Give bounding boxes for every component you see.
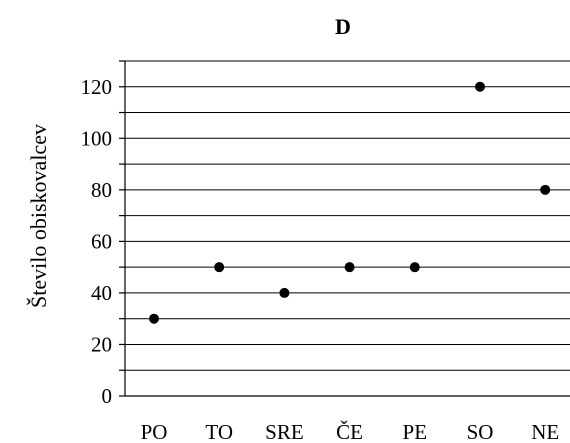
data-point-SO — [475, 81, 485, 92]
axis-layer — [119, 60, 570, 397]
y-tick-label: 80 — [91, 178, 112, 202]
y-tick-labels: 0 20 40 60 80 100 120 — [81, 75, 113, 408]
x-tick-label: SRE — [265, 420, 304, 443]
grid-layer — [125, 60, 570, 371]
x-tick-label: TO — [205, 420, 233, 443]
x-tick-label: NE — [531, 420, 559, 443]
y-axis-label: Število obiskovalcev — [26, 124, 51, 308]
y-tick-label: 120 — [81, 75, 113, 99]
data-point-ČE — [344, 262, 355, 273]
data-point-PE — [409, 262, 420, 273]
y-tick-label: 100 — [81, 126, 113, 150]
data-point-SRE — [279, 287, 290, 298]
x-tick-label: PO — [141, 420, 168, 443]
x-tick-label: ČE — [336, 420, 363, 443]
y-tick-label: 20 — [91, 332, 112, 356]
x-tick-labels: PO TO SRE ČE PE SO NE — [141, 420, 560, 443]
data-point-PO — [149, 313, 159, 324]
data-point-TO — [214, 262, 225, 273]
data-point-NE — [540, 184, 551, 195]
x-tick-label: SO — [467, 420, 494, 443]
y-tick-label: 0 — [102, 384, 113, 408]
data-points — [149, 81, 551, 324]
chart-title: D — [335, 14, 351, 39]
y-tick-label: 40 — [91, 281, 112, 305]
x-tick-label: PE — [403, 420, 428, 443]
y-tick-label: 60 — [91, 229, 112, 253]
